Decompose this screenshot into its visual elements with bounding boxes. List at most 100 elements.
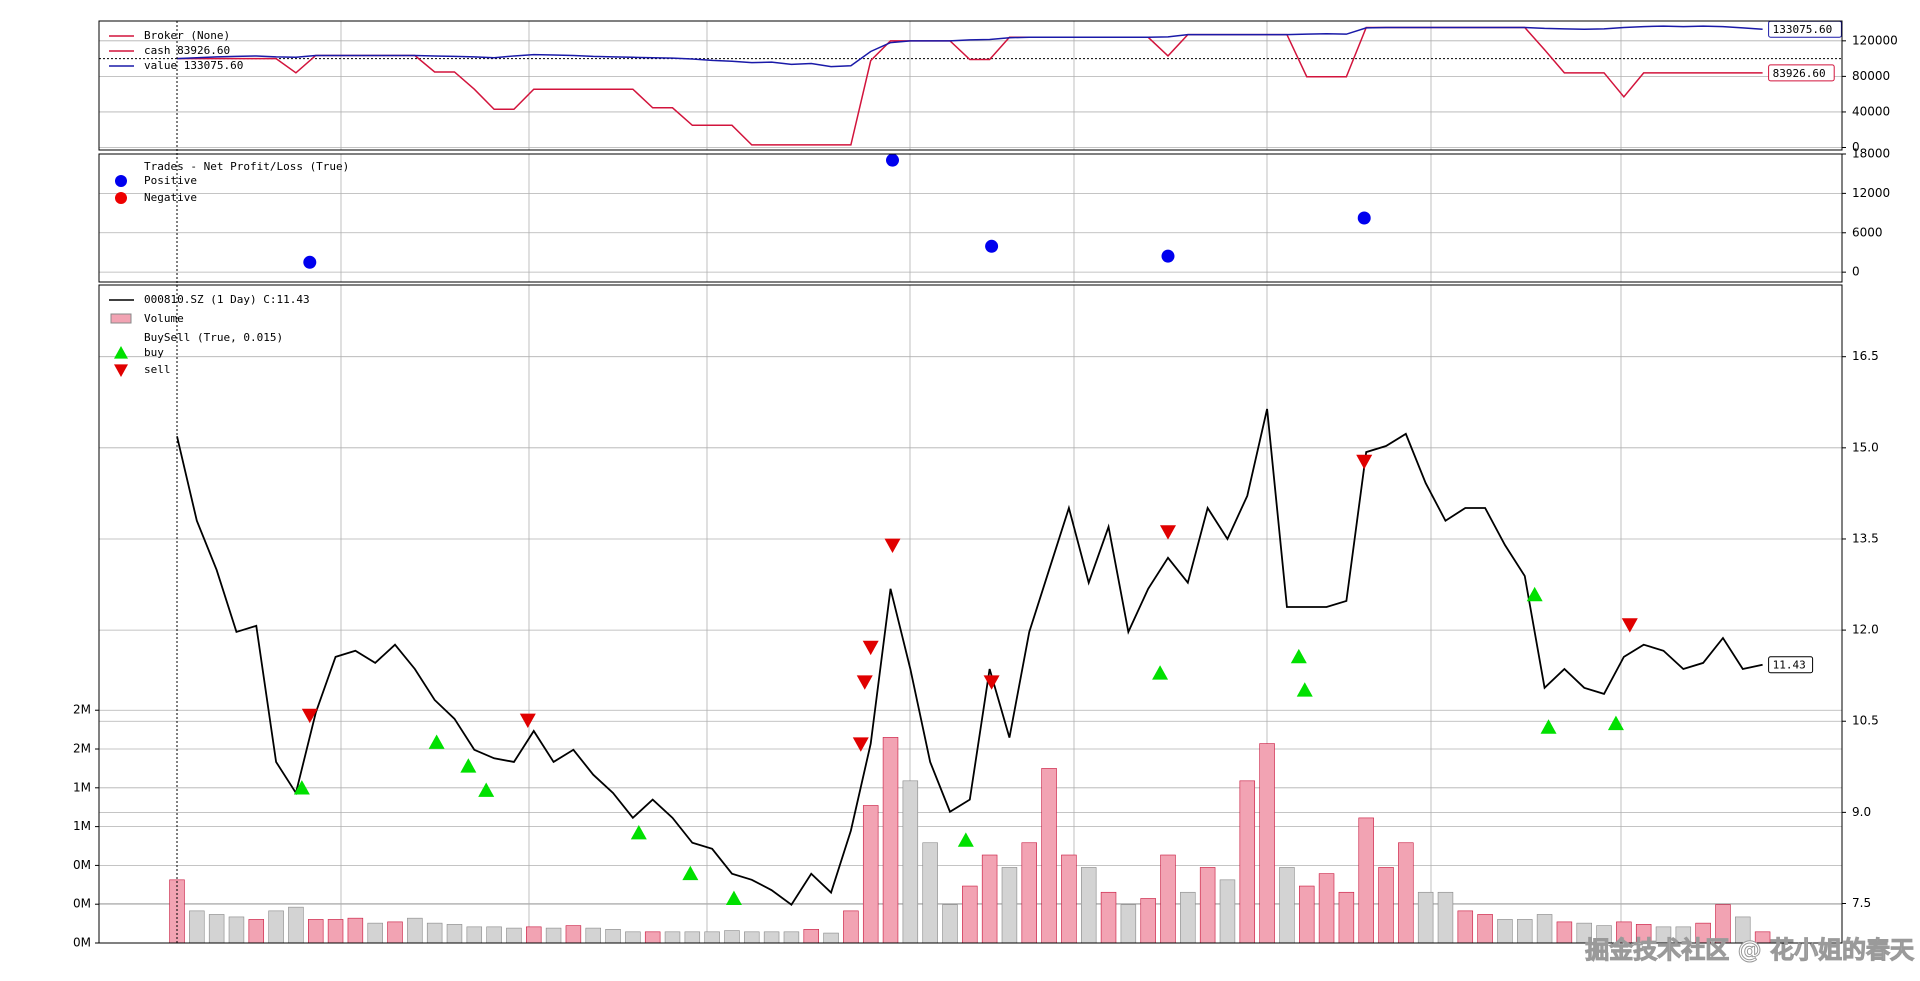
volume-bar <box>506 927 522 944</box>
trade-point <box>985 239 999 253</box>
buy-marker <box>1152 665 1169 680</box>
buy-marker <box>725 890 742 906</box>
legend-marker <box>114 346 128 359</box>
volume-bar <box>1080 867 1097 944</box>
last-value-label: 83926.60 <box>1773 67 1826 80</box>
legend-marker <box>115 175 127 187</box>
volume-bar <box>823 932 839 944</box>
volume-bar <box>1259 743 1275 944</box>
y-tick-label: 120000 <box>1852 33 1898 47</box>
y-tick-label: 12.0 <box>1852 623 1879 637</box>
y-tick-label: 7.5 <box>1852 896 1871 910</box>
volume-bar <box>466 926 483 944</box>
volume-bar <box>1021 842 1037 944</box>
series-line <box>176 408 1763 907</box>
volume-bar <box>426 922 443 944</box>
y-tick-label: 0 <box>1852 265 1860 279</box>
volume-bar <box>308 919 324 944</box>
buy-marker <box>1296 682 1313 697</box>
y-tick-label: 40000 <box>1852 104 1890 118</box>
sell-marker <box>856 675 873 690</box>
volume-bar <box>843 910 859 944</box>
y-tick-label: 15.0 <box>1852 440 1879 454</box>
legend-label: Negative <box>144 191 197 204</box>
volume-bar <box>783 931 800 944</box>
volume-bar <box>387 921 403 944</box>
trade-point <box>1161 249 1175 263</box>
volume-bar <box>1299 885 1315 944</box>
trade-point <box>1357 211 1371 225</box>
y2-tick-label: 2M <box>73 742 91 756</box>
volume-bar <box>367 922 383 944</box>
volume-bar <box>327 919 344 944</box>
sell-marker <box>862 640 879 656</box>
y-tick-label: 6000 <box>1852 225 1883 239</box>
volume-bar <box>704 931 720 944</box>
legend-label: buy <box>144 346 164 359</box>
volume-bar <box>1338 891 1355 944</box>
volume-bar <box>189 910 205 944</box>
volume-bar <box>545 927 562 944</box>
sell-marker <box>519 713 536 729</box>
volume-bar <box>1001 867 1018 944</box>
y-tick-label: 12000 <box>1852 186 1890 200</box>
volume-bar <box>625 931 641 944</box>
buy-marker <box>957 832 974 847</box>
volume-bar <box>922 842 938 944</box>
y-tick-label: 18000 <box>1852 147 1890 161</box>
volume-bar <box>1180 891 1196 944</box>
volume-bar <box>1160 854 1176 944</box>
legend-label: Trades - Net Profit/Loss (True) <box>144 160 349 173</box>
volume-bar <box>208 914 225 944</box>
legend-label: sell <box>144 363 171 376</box>
volume-bar <box>744 931 760 944</box>
y-tick-label: 13.5 <box>1852 531 1879 545</box>
volume-bar <box>882 737 899 944</box>
volume-bar <box>446 924 463 944</box>
sell-marker <box>1160 525 1176 540</box>
legend-marker <box>115 192 127 204</box>
volume-bar <box>1417 891 1434 944</box>
volume-bar <box>763 931 780 944</box>
volume-bar <box>644 931 661 944</box>
buy-marker <box>682 865 699 881</box>
sell-marker <box>301 708 318 724</box>
volume-bar <box>1199 867 1216 944</box>
volume-bar <box>1497 919 1513 944</box>
volume-bar <box>1517 919 1533 944</box>
buy-marker <box>293 780 310 795</box>
volume-bar <box>268 910 284 944</box>
buy-marker <box>1540 719 1557 734</box>
volume-bar <box>902 780 919 944</box>
trade-point <box>886 153 900 167</box>
legend-label: cash 83926.60 <box>144 44 230 57</box>
volume-bar <box>1477 914 1493 944</box>
sell-marker <box>1356 454 1373 470</box>
sell-marker <box>884 538 901 554</box>
volume-bar <box>981 854 998 944</box>
panel-frame <box>98 284 1843 944</box>
buy-marker <box>1607 715 1624 731</box>
volume-bar <box>526 926 542 944</box>
series-line <box>176 25 1763 68</box>
volume-bar <box>248 919 265 944</box>
sell-marker <box>852 737 869 752</box>
volume-bar <box>1437 891 1454 944</box>
legend-label: value 133075.60 <box>144 59 243 72</box>
legend-label: Broker (None) <box>144 29 230 42</box>
buy-marker <box>630 825 647 840</box>
volume-bar <box>1041 768 1057 944</box>
legend-swatch <box>110 313 132 324</box>
buy-marker <box>1290 648 1307 664</box>
panel-frame <box>98 153 1843 283</box>
y2-tick-label: 0M <box>73 858 91 872</box>
volume-bar <box>407 917 423 944</box>
legend-label: Positive <box>144 174 197 187</box>
watermark: 掘金技术社区 @ 花小姐的春天 <box>1585 936 1914 964</box>
last-value-box <box>1768 656 1814 674</box>
y2-tick-label: 0M <box>73 936 91 950</box>
buy-marker <box>460 758 477 773</box>
